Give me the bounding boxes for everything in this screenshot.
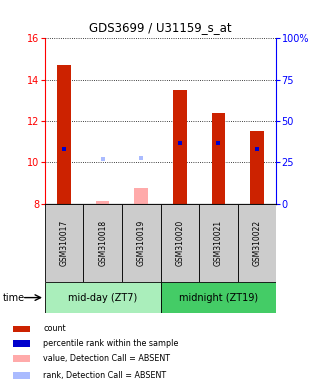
Text: GSM310017: GSM310017 <box>60 220 69 266</box>
Text: rank, Detection Call = ABSENT: rank, Detection Call = ABSENT <box>43 371 167 380</box>
Text: percentile rank within the sample: percentile rank within the sample <box>43 339 179 348</box>
Bar <box>57 65 71 204</box>
Bar <box>134 188 148 204</box>
Bar <box>13 326 30 332</box>
Text: GSM310021: GSM310021 <box>214 220 223 266</box>
Bar <box>250 131 264 204</box>
Bar <box>13 340 30 347</box>
Bar <box>45 204 83 282</box>
Bar <box>96 202 109 204</box>
Text: mid-day (ZT7): mid-day (ZT7) <box>68 293 137 303</box>
Text: GSM310019: GSM310019 <box>137 220 146 266</box>
Bar <box>173 90 187 204</box>
Text: GDS3699 / U31159_s_at: GDS3699 / U31159_s_at <box>89 21 232 34</box>
Text: time: time <box>3 293 25 303</box>
Text: midnight (ZT19): midnight (ZT19) <box>179 293 258 303</box>
Bar <box>13 355 30 362</box>
Bar <box>160 282 276 313</box>
Text: count: count <box>43 324 66 333</box>
Bar <box>83 204 122 282</box>
Bar <box>13 372 30 379</box>
Text: GSM310018: GSM310018 <box>98 220 107 266</box>
Bar <box>199 204 238 282</box>
Text: GSM310020: GSM310020 <box>175 220 184 266</box>
Bar <box>212 113 225 204</box>
Bar <box>122 204 160 282</box>
Text: GSM310022: GSM310022 <box>252 220 261 266</box>
Bar <box>160 204 199 282</box>
Bar <box>45 282 160 313</box>
Text: value, Detection Call = ABSENT: value, Detection Call = ABSENT <box>43 354 170 363</box>
Bar <box>238 204 276 282</box>
